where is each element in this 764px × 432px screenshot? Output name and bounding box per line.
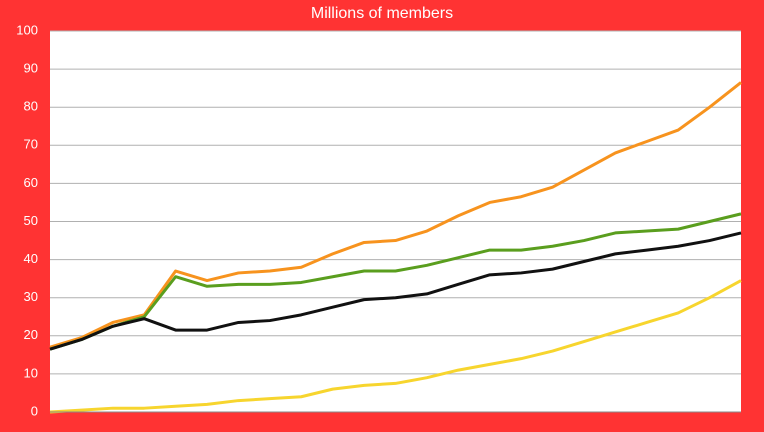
series-line [49,279,742,414]
y-tick-label: 30 [24,289,38,304]
y-tick-label: 60 [24,175,38,190]
y-tick-label: 80 [24,99,38,114]
y-tick-label: 70 [24,137,38,152]
y-tick-label: 10 [24,365,38,380]
y-tick-label: 40 [24,251,38,266]
series-line [49,81,742,349]
y-tick-label: 100 [16,22,38,37]
y-tick-label: 50 [24,213,38,228]
y-tick-label: 0 [31,403,38,418]
series-line [49,212,742,351]
y-tick-label: 20 [24,327,38,342]
series-line [49,231,742,351]
y-tick-label: 90 [24,61,38,76]
chart-title: Millions of members [311,5,453,22]
